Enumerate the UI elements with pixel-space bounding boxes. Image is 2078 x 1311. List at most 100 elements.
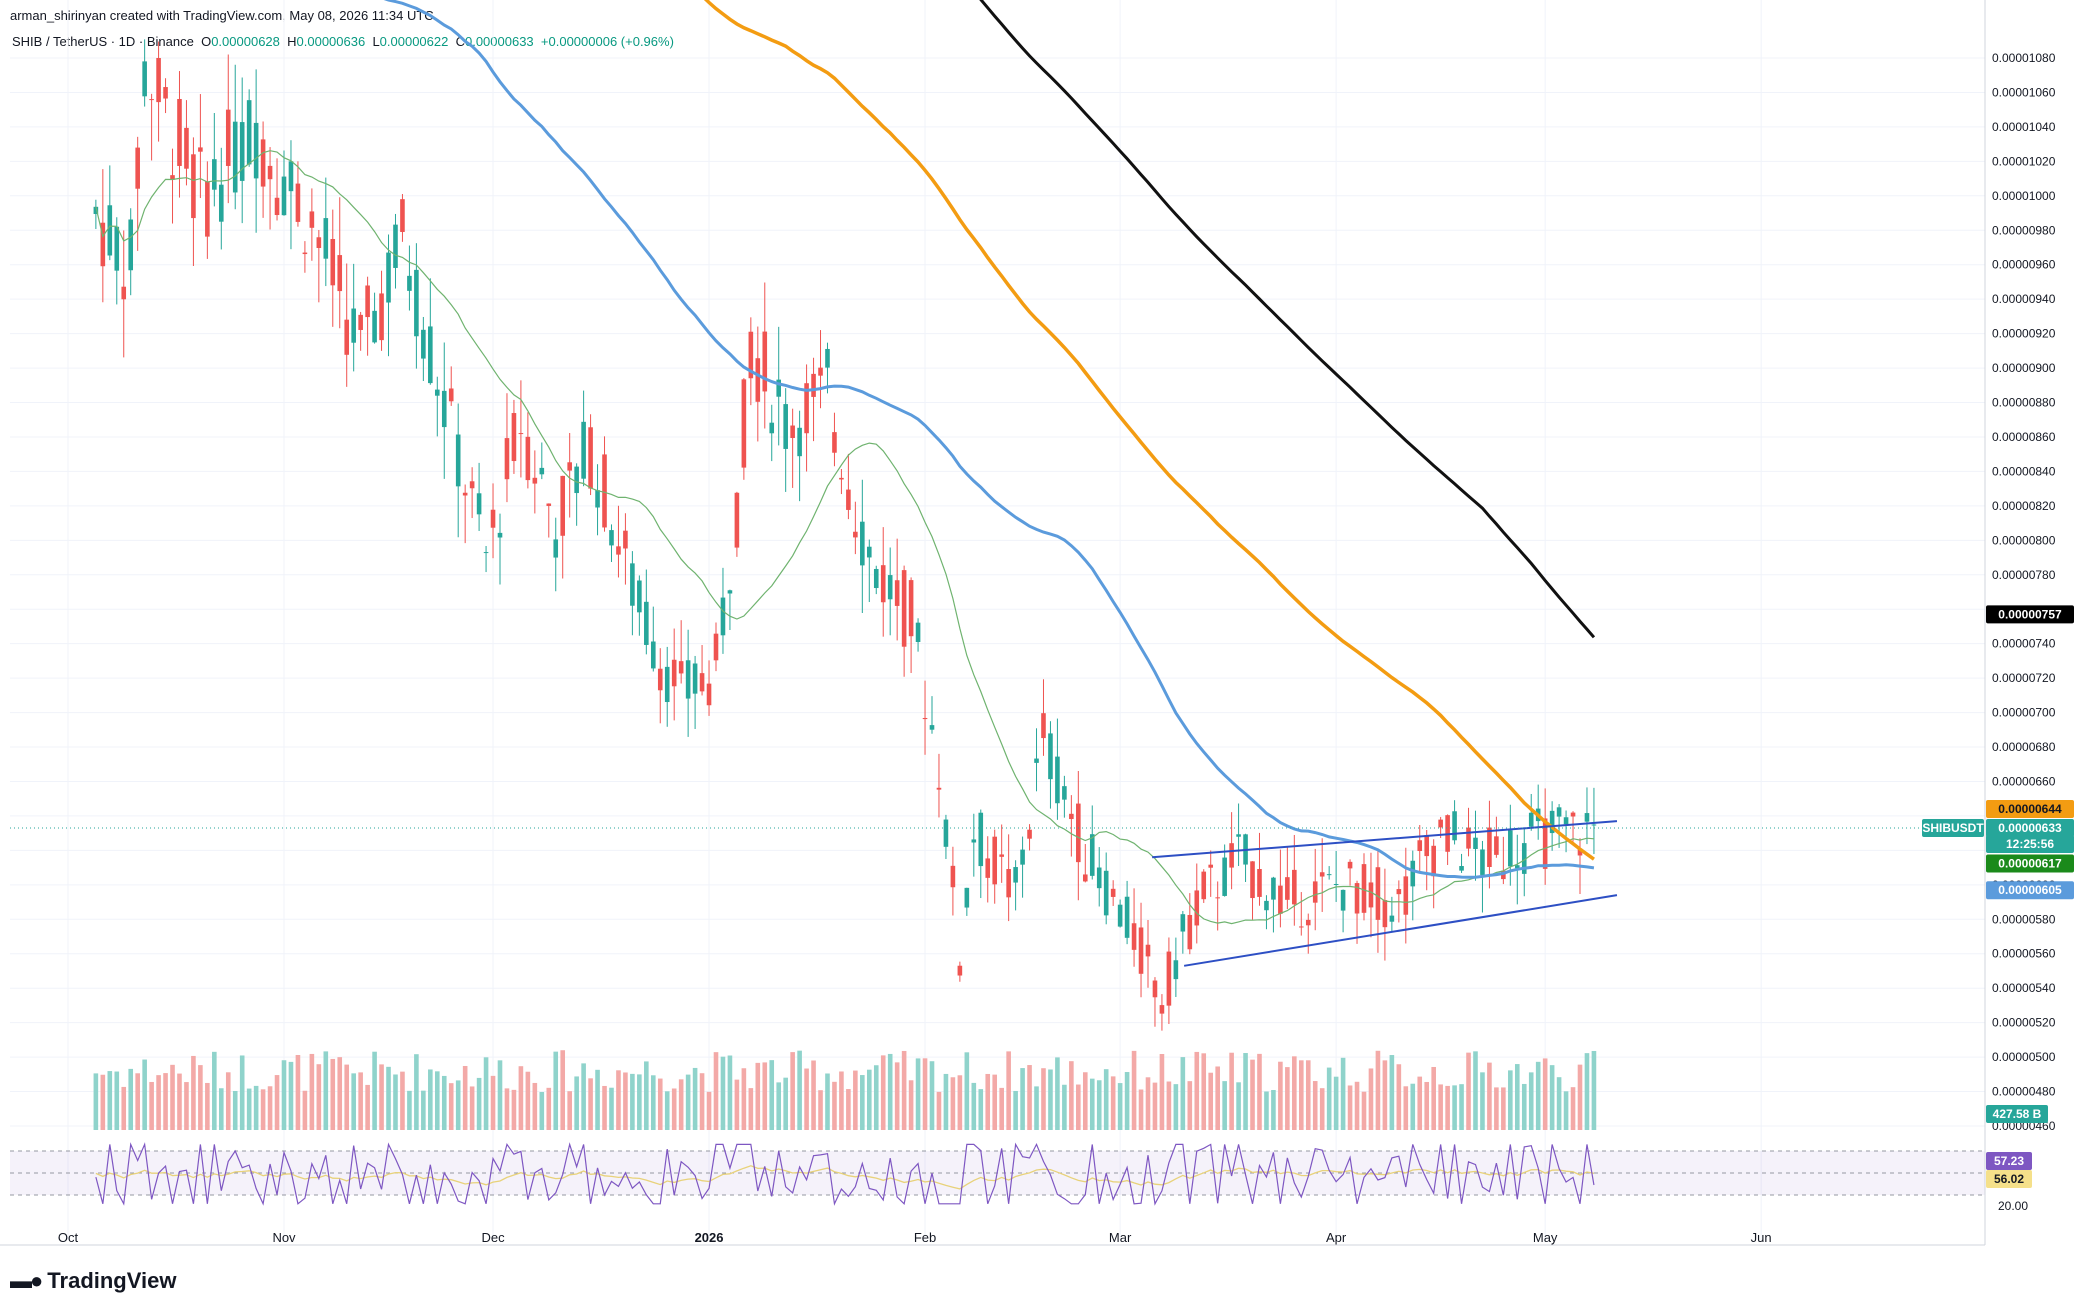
svg-text:0.00000605: 0.00000605 <box>1998 883 2062 897</box>
candle-body <box>581 421 586 479</box>
candle-body <box>1285 877 1290 900</box>
volume-bar <box>372 1051 377 1130</box>
time-axis-label: May <box>1533 1230 1558 1245</box>
volume-bar <box>957 1075 963 1130</box>
candle-body <box>358 314 363 330</box>
volume-bar <box>1131 1050 1137 1130</box>
candle-body <box>637 580 642 613</box>
candle-body <box>1222 857 1227 896</box>
candle-body <box>957 965 963 976</box>
volume-bar <box>518 1066 524 1130</box>
candle-body <box>246 100 252 165</box>
candle-body <box>93 206 99 215</box>
volume-bar <box>1292 1056 1297 1130</box>
candle-body <box>1110 888 1116 897</box>
volume-bar <box>1347 1085 1353 1130</box>
candle-body <box>1236 834 1241 837</box>
candle-body <box>170 175 175 180</box>
volume-bar <box>497 1060 503 1130</box>
candle-body <box>1577 848 1583 856</box>
volume-bar <box>1591 1050 1597 1130</box>
candle-body <box>469 481 475 489</box>
volume-bar <box>978 1089 984 1130</box>
volume-bar <box>191 1055 196 1130</box>
price-axis-label: 0.00000740 <box>1992 637 2056 651</box>
volume-bar <box>1382 1060 1388 1130</box>
candle-body <box>142 61 147 97</box>
volume-bar <box>1110 1076 1116 1130</box>
candle-body <box>755 358 761 402</box>
volume-bar <box>985 1073 991 1130</box>
candle-body <box>1508 830 1513 867</box>
tradingview-logo[interactable]: ▬● TradingView <box>10 1268 176 1294</box>
volume-bar <box>1535 1061 1541 1130</box>
volume-bar <box>1173 1084 1179 1130</box>
volume-bar <box>1556 1077 1562 1130</box>
volume-bar <box>107 1071 113 1130</box>
candle-body <box>1319 872 1325 877</box>
candle-body <box>825 348 830 368</box>
candle-body <box>1368 882 1374 908</box>
candle-body <box>1215 897 1220 899</box>
volume-bar <box>839 1071 844 1130</box>
volume-bar <box>1417 1076 1423 1130</box>
volume-bar <box>1250 1059 1255 1130</box>
candle-body <box>727 590 733 594</box>
candle-body <box>337 255 343 292</box>
volume-bar <box>769 1060 775 1130</box>
candle-body <box>532 477 538 484</box>
volume-bar <box>1375 1050 1381 1130</box>
candle-body <box>741 379 747 468</box>
volume-bar <box>922 1058 928 1130</box>
price-axis-label: 0.00000960 <box>1992 258 2056 272</box>
candle-body <box>811 373 816 397</box>
volume-bar <box>1514 1064 1520 1130</box>
volume-bar <box>720 1056 726 1130</box>
candle-body <box>441 390 447 428</box>
tv-logo-icon: ▬● <box>10 1268 43 1293</box>
svg-text:57.23: 57.23 <box>1994 1154 2024 1168</box>
time-axis-label: Feb <box>914 1230 936 1245</box>
candle-body <box>1305 919 1311 926</box>
candle-body <box>1013 867 1018 883</box>
volume-bar <box>504 1088 510 1130</box>
volume-bar <box>818 1090 823 1130</box>
volume-bar <box>1124 1072 1130 1130</box>
volume-bar <box>595 1069 600 1130</box>
volume-bar <box>804 1068 809 1130</box>
volume-bar <box>212 1051 217 1130</box>
volume-bar <box>1236 1082 1241 1130</box>
volume-bar <box>1243 1053 1248 1130</box>
candle-body <box>1556 807 1562 817</box>
candle-body <box>386 252 391 303</box>
candle-body <box>776 379 782 397</box>
volume-bar <box>483 1057 489 1130</box>
symbol-label[interactable]: SHIB / TetherUS · 1D · Binance <box>12 34 194 49</box>
volume-bar <box>232 1090 238 1130</box>
price-axis-label: 0.00000500 <box>1992 1050 2056 1064</box>
svg-text:SHIBUSDT: SHIBUSDT <box>1922 821 1984 835</box>
volume-bar <box>609 1087 614 1130</box>
volume-bar <box>149 1081 154 1130</box>
volume-bar <box>664 1091 670 1130</box>
change-value: +0.00000006 (+0.96%) <box>540 34 674 49</box>
rsi-ma-tag: 56.02 <box>1986 1170 2032 1189</box>
candle-body <box>1103 870 1109 916</box>
candle-body <box>1382 900 1388 928</box>
rsi-line <box>95 1142 1595 1206</box>
price-axis-label: 0.00000540 <box>1992 981 2056 995</box>
svg-text:0.00000757: 0.00000757 <box>1998 607 2062 621</box>
volume-bar <box>441 1075 447 1130</box>
volume-bar <box>1549 1065 1555 1130</box>
close-value: 0.00000633 <box>464 34 534 49</box>
volume-bar <box>1333 1076 1339 1130</box>
volume-bar <box>93 1073 99 1130</box>
candle-body <box>839 477 844 480</box>
volume-bar <box>776 1082 782 1130</box>
candle-body <box>588 427 593 489</box>
candle-body <box>288 161 294 192</box>
volume-bar <box>469 1086 475 1130</box>
ma100-tag: 0.00000644 <box>1986 800 2074 819</box>
volume-bar <box>1466 1052 1471 1130</box>
